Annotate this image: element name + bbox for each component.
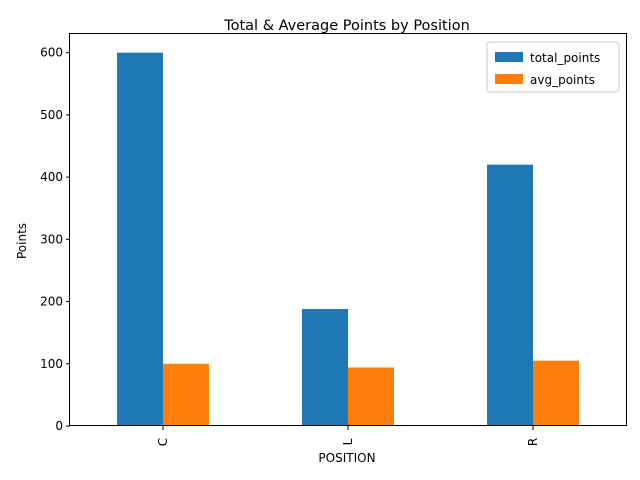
- y-axis-ticks: 0 100 200 300 400 500 600: [40, 46, 70, 433]
- bar-avg_points-R: [533, 360, 579, 426]
- legend-swatch-total_points: [495, 52, 523, 62]
- bar-total_points-L: [302, 309, 348, 426]
- bar-total_points-R: [487, 164, 533, 426]
- x-tick-label: L: [341, 438, 355, 445]
- bar-avg_points-L: [348, 367, 394, 426]
- x-tick-label: C: [156, 438, 170, 446]
- plot-frame: [69, 33, 627, 426]
- bar-avg_points-C: [163, 363, 209, 426]
- y-tick-label: 0: [55, 419, 63, 433]
- x-axis-label: POSITION: [318, 451, 375, 465]
- x-tick-label: R: [526, 438, 540, 446]
- bar-total_points-C: [117, 52, 163, 427]
- y-tick-label: 200: [40, 295, 63, 309]
- bars-group: [117, 52, 579, 427]
- legend-label-total_points: total_points: [530, 51, 600, 65]
- chart-title: Total & Average Points by Position: [223, 18, 470, 34]
- y-tick-label: 600: [40, 46, 63, 60]
- y-tick-label: 100: [40, 357, 63, 371]
- y-tick-label: 500: [40, 108, 63, 122]
- legend-swatch-avg_points: [495, 74, 523, 84]
- legend: total_points avg_points: [486, 41, 620, 93]
- y-tick-label: 300: [40, 232, 63, 246]
- y-axis-label: Points: [15, 223, 29, 259]
- legend-label-avg_points: avg_points: [530, 73, 595, 87]
- y-tick-label: 400: [40, 170, 63, 184]
